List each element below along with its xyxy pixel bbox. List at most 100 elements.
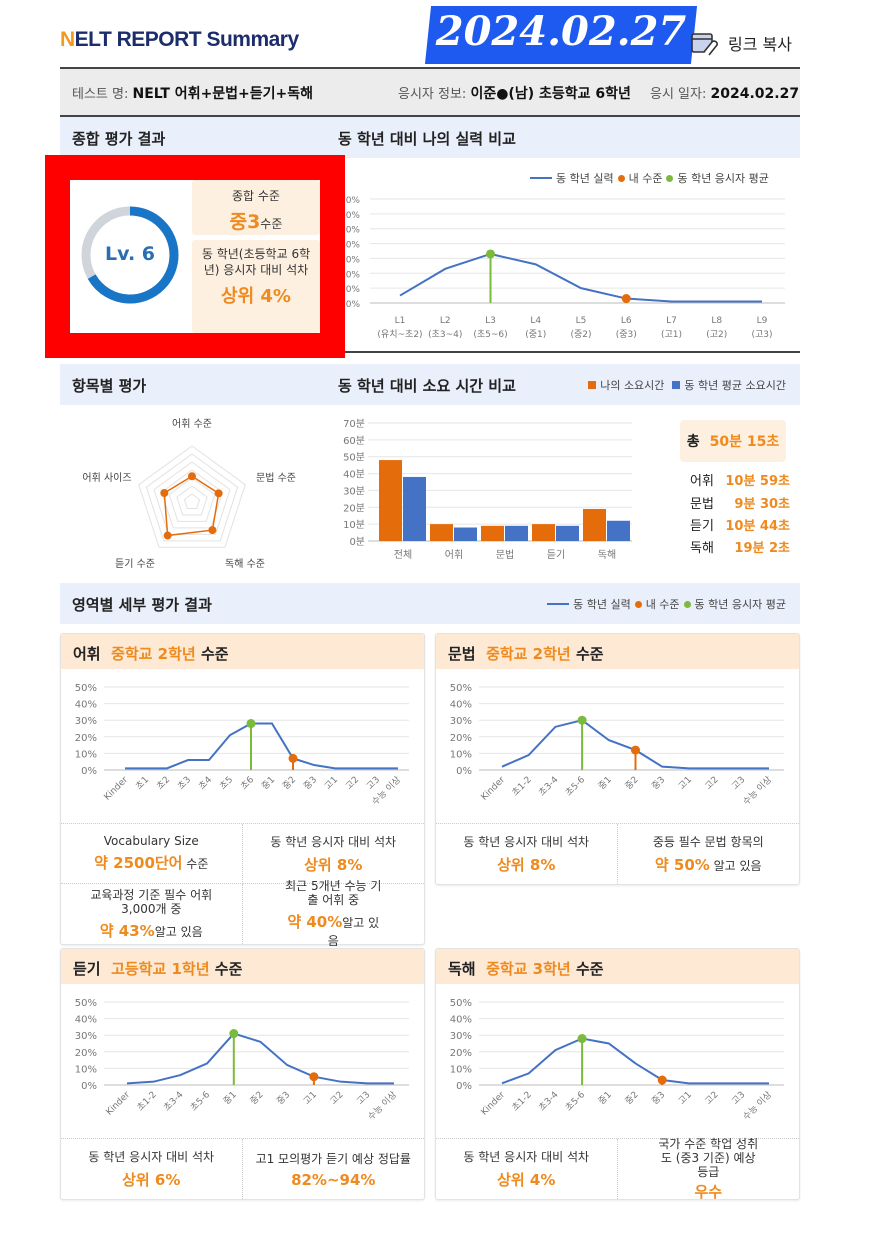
x-tick-label: Kinder (479, 1090, 507, 1118)
info-suffix: 알고 있음 (709, 859, 762, 873)
x-tick-label: 중1 (596, 1089, 614, 1107)
y-tick-label: 50분 (343, 452, 365, 464)
y-tick-label: 0% (81, 1081, 97, 1092)
info-cell: 동 학년 응시자 대비 석차 상위 4% (436, 1139, 618, 1199)
x-tick-label: L9 (757, 316, 768, 326)
card-suffix: 수준 (214, 960, 243, 978)
rank-value: 상위 4% (221, 286, 291, 307)
info-label: 교육과정 기준 필수 어휘 3,000개 중 (90, 887, 213, 916)
legend-avg-time: 동 학년 평균 소요시간 (684, 379, 786, 392)
mine-point (631, 745, 640, 755)
logo-n: N (60, 28, 75, 51)
radar-axis-label: 어휘 사이즈 (82, 472, 131, 484)
bar (403, 476, 426, 541)
info-value: 약 2500단어 (94, 854, 183, 872)
y-tick-label: 30% (75, 1031, 97, 1042)
mine-point (621, 294, 631, 304)
info-cell: 고1 모의평가 듣기 예상 정답률 82%~94% (243, 1139, 425, 1199)
x-tick-label: 초3-4 (536, 1089, 560, 1113)
bar (532, 524, 555, 541)
y-tick-label: 40분 (343, 469, 365, 481)
link-copy-button[interactable]: 링크 복사 (690, 30, 792, 56)
info-suffix: 알고 있음 (327, 916, 380, 948)
rank-title: 동 학년(초등학교 6학년) 응시자 대비 석차 (201, 247, 311, 277)
x-tick-sublabel: (중2) (570, 329, 591, 340)
report-date: 2024.02.27 (435, 8, 687, 55)
x-tick-label: L1 (395, 316, 406, 326)
avg-point (577, 1034, 587, 1044)
x-tick-label: 고1 (323, 775, 340, 792)
total-level-suffix: 수준 (260, 217, 283, 231)
overall-result-panel: Lv. 6 종합 수준 중3수준 동 학년(초등학교 6학년) 응시자 대비 석… (45, 155, 345, 358)
card-level: 중학교 3학년 (486, 960, 571, 978)
radar-axis-label: 문법 수준 (256, 472, 296, 484)
legend-line-icon (530, 177, 552, 179)
time-row-value: 10분 59초 (725, 474, 790, 489)
x-tick-label: 초3-4 (536, 774, 560, 798)
y-tick-label: 10% (340, 285, 360, 295)
x-tick-sublabel: (중1) (525, 329, 546, 340)
info-cell: 동 학년 응시자 대비 석차 상위 8% (436, 824, 618, 884)
info-cell: 국가 수준 학업 성취도 (중3 기준) 예상 등급 우수 (618, 1137, 800, 1201)
legend-mine-dot (634, 600, 642, 608)
card-level: 중학교 2학년 (486, 645, 571, 663)
y-tick-label: 20% (75, 1048, 97, 1059)
mine-point (309, 1072, 319, 1082)
reading-card: 독해 중학교 3학년 수준 0% 10% 20% 30% 40% 50% Kinder 초1-… (435, 948, 800, 1201)
x-tick-label: L3 (485, 316, 496, 326)
radar-point (208, 526, 217, 535)
time-row-value: 9분 30초 (734, 497, 790, 512)
compare-legend: 동 학년 실력 내 수준 동 학년 응시자 평균 (530, 170, 769, 186)
rank-box: 동 학년(초등학교 6학년) 응시자 대비 석차 상위 4% (192, 240, 320, 333)
x-tick-sublabel: (유치~초2) (377, 328, 422, 340)
divider (60, 351, 800, 353)
radar-shape (163, 475, 220, 537)
info-label: 최근 5개년 수능 기출 어휘 중 (285, 879, 382, 907)
reading-chart: 0% 10% 20% 30% 40% 50% Kinder 초1-2 초3-4 초5-6 중1 중2 중… (450, 998, 784, 1123)
card-level: 고등학교 1학년 (111, 960, 210, 978)
y-tick-label: 50% (340, 226, 360, 236)
x-tick-label: Kinder (104, 1090, 132, 1118)
legend-avg-label: 동 학년 응시자 평균 (694, 598, 786, 611)
x-tick-label: 중3 (301, 774, 319, 792)
bar (505, 525, 528, 541)
bar (454, 527, 477, 541)
radar-point (160, 489, 169, 498)
x-tick-label: 중3 (275, 1089, 293, 1107)
x-tick-label: 중2 (280, 774, 298, 792)
radar-axis-label: 어휘 수준 (172, 418, 212, 430)
bar (556, 525, 579, 541)
y-tick-label: 20% (340, 270, 360, 280)
legend-my-time-swatch (588, 381, 597, 389)
radar-ring (145, 453, 239, 542)
report-logo: NELT REPORT Summary (60, 28, 299, 52)
x-tick-label: L6 (621, 316, 632, 326)
x-tick-label: 초1-2 (135, 1089, 159, 1113)
link-copy-icon (691, 33, 718, 56)
bar (430, 524, 453, 541)
x-tick-sublabel: (고1) (661, 330, 682, 340)
x-tick-label: L2 (440, 316, 451, 326)
distribution-line (125, 722, 398, 770)
y-tick-label: 40% (450, 700, 472, 711)
y-tick-label: 30% (450, 716, 472, 727)
x-tick-label: 초1-2 (510, 774, 534, 798)
radar-ring (138, 445, 246, 548)
test-date-value: 2024.02.27 (710, 86, 800, 102)
time-row-label: 어휘 (690, 474, 714, 489)
y-tick-label: 0% (456, 1081, 472, 1092)
y-tick-label: 40% (75, 1015, 97, 1026)
mine-point (657, 1075, 667, 1085)
x-tick-label: 독해 (598, 548, 616, 561)
x-tick-label: 초5-6 (563, 774, 587, 798)
x-tick-label: 고1 (302, 1090, 319, 1107)
x-tick-label: 초1 (133, 774, 151, 792)
radar-point (163, 531, 172, 540)
x-tick-label: 고2 (704, 775, 721, 792)
legend-line-label: 동 학년 실력 (573, 598, 631, 611)
x-tick-sublabel: (중3) (616, 329, 637, 340)
card-suffix: 수준 (575, 645, 604, 663)
radar-point (188, 472, 196, 481)
x-tick-label: 수능 이상 (366, 1089, 399, 1122)
